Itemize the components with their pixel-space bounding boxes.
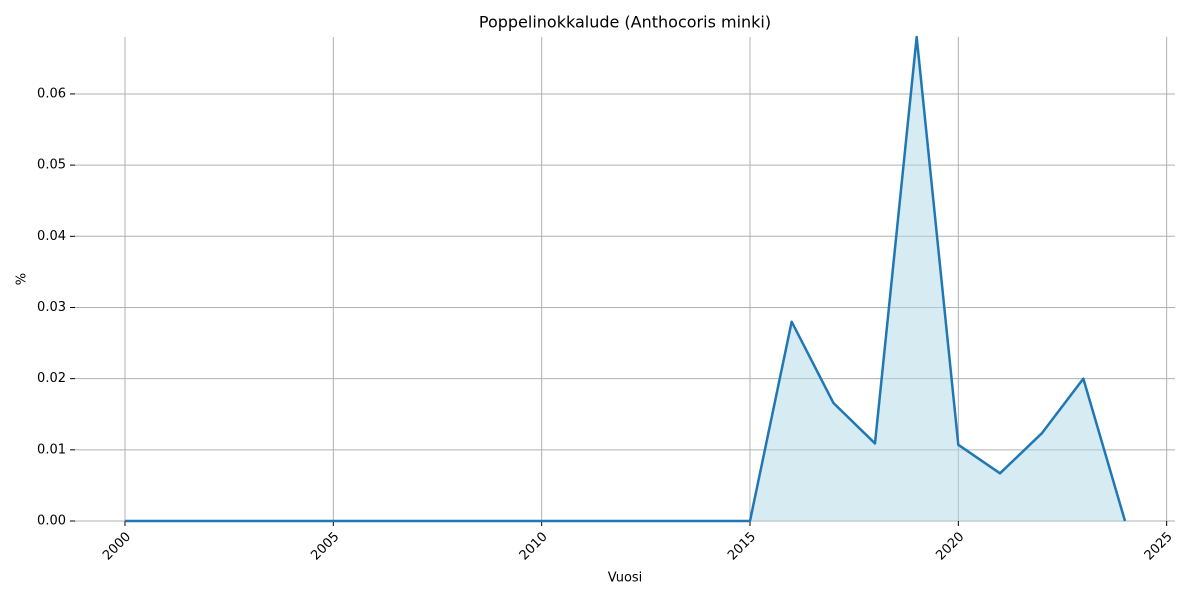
y-tick-label: 0.00	[37, 514, 66, 529]
area	[125, 37, 1125, 521]
x-tick-label: 2015	[725, 529, 759, 563]
y-tick-label: 0.05	[37, 158, 66, 173]
x-tick-label: 2005	[308, 529, 342, 563]
x-tick-label: 2010	[517, 529, 551, 563]
x-tick-label: 2000	[100, 529, 134, 563]
x-tick-label: 2025	[1142, 529, 1176, 563]
y-tick-label: 0.03	[37, 300, 66, 315]
y-tick-label: 0.06	[37, 86, 66, 101]
x-tick-label: 2020	[933, 529, 967, 563]
x-axis-label: Vuosi	[608, 571, 643, 586]
y-axis-label: %	[15, 273, 30, 285]
y-tick-label: 0.04	[37, 229, 66, 244]
line	[125, 35, 1127, 523]
y-tick-label: 0.01	[37, 442, 66, 457]
chart-title: Poppelinokkalude (Anthocoris minki)	[479, 13, 771, 32]
y-tick-label: 0.02	[37, 371, 66, 386]
